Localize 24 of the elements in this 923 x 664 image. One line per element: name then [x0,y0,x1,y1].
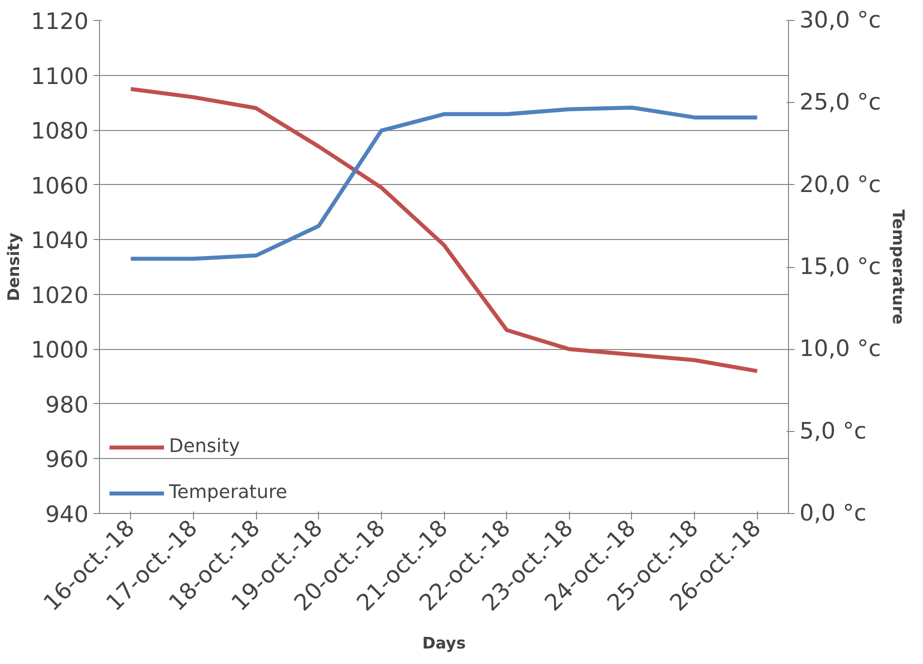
y-tick-label: 940 [45,502,89,528]
line-series [128,106,760,261]
y2-tick-label: 10,0 °c [800,336,881,362]
y2-tick-label: 15,0 °c [800,254,881,280]
y-axis-title: Density [4,232,23,302]
y-tick-label: 1080 [30,118,89,145]
y-tick-label: 1000 [30,338,89,364]
y-tick-label: 1040 [30,228,89,254]
legend-label: Density [169,436,240,457]
y2-tick-label: 30,0 °c [800,8,881,34]
y2-axis-title: Temperature [888,209,908,325]
y2-tick-label: 25,0 °c [800,90,881,116]
y2-tick-label: 5,0 °c [800,418,867,444]
y2-tick-label: 20,0 °c [800,172,881,198]
y-tick-label: 1020 [30,282,89,309]
legend-label: Temperature [169,482,288,503]
line-series [128,86,760,374]
y-tick-label: 960 [45,447,89,474]
y2-tick-label: 0,0 °c [800,500,867,526]
x-axis-title: Days [422,634,466,652]
y-tick-label: 1100 [30,64,89,90]
y-tick-label: 1120 [30,9,89,35]
y-tick-label: 980 [45,392,89,418]
y-tick-label: 1060 [30,173,89,200]
